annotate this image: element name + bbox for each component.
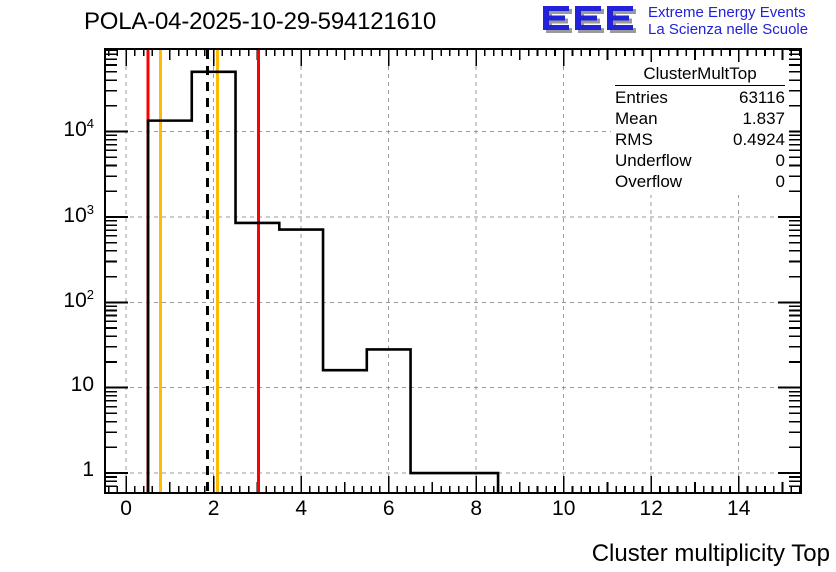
x-tick-label: 6: [382, 497, 395, 520]
stats-row-value: 0: [775, 151, 785, 170]
y-tick-label: 104: [63, 116, 94, 142]
x-tick-label: 10: [552, 497, 576, 520]
x-axis-title: Cluster multiplicity Top: [591, 540, 830, 567]
stats-row-label: Mean: [615, 109, 658, 128]
x-tick-label: 14: [727, 497, 751, 520]
plot-area: [106, 50, 800, 492]
stats-box[interactable]: ClusterMultTop Entries 63116 Mean 1.837 RMS 0…: [611, 62, 789, 195]
stats-row: Underflow 0: [615, 150, 785, 171]
stats-box-title: ClusterMultTop: [615, 64, 785, 86]
histogram-outline: [146, 70, 500, 492]
stats-row-label: Entries: [615, 88, 668, 107]
eee-logo-text: Extreme Energy Events La Scienza nelle S…: [648, 4, 808, 38]
histogram-canvas: [106, 50, 800, 492]
page-title: POLA-04-2025-10-29-594121610: [84, 8, 436, 35]
x-tick-label: 2: [207, 497, 220, 520]
x-tick-label: 4: [295, 497, 307, 520]
x-tick-label: 0: [120, 497, 132, 520]
stats-row-value: 63116: [738, 88, 785, 107]
eee-logo: Extreme Energy Events La Scienza nelle S…: [532, 2, 832, 42]
stats-row-label: Overflow: [615, 172, 683, 191]
stats-row-label: RMS: [615, 130, 653, 149]
stats-row-value: 0.4924: [733, 130, 785, 149]
stats-row: RMS 0.4924: [615, 129, 785, 150]
eee-logo-line1: Extreme Energy Events: [648, 4, 806, 21]
stats-row: Overflow 0: [615, 171, 785, 192]
stats-row: Mean 1.837: [615, 108, 785, 129]
x-tick-label: 8: [470, 497, 483, 520]
stats-rows: Entries 63116 Mean 1.837 RMS 0.4924 Underflow 0…: [615, 87, 785, 192]
y-tick-label: 10: [70, 372, 94, 396]
y-tick-label: 102: [63, 287, 94, 313]
stats-row-label: Underflow: [615, 151, 692, 170]
stats-row-value: 0: [775, 172, 785, 191]
marker-lines: [146, 50, 260, 492]
eee-logo-mark-icon: [543, 6, 636, 33]
x-tick-label: 12: [639, 497, 663, 520]
eee-logo-line2: La Scienza nelle Scuole: [648, 21, 809, 38]
stats-row: Entries 63116: [615, 87, 785, 108]
stats-row-value: 1.837: [742, 109, 785, 128]
axis-ticks: [106, 50, 800, 492]
y-tick-label: 103: [63, 201, 94, 227]
y-tick-label: 1: [82, 458, 94, 482]
